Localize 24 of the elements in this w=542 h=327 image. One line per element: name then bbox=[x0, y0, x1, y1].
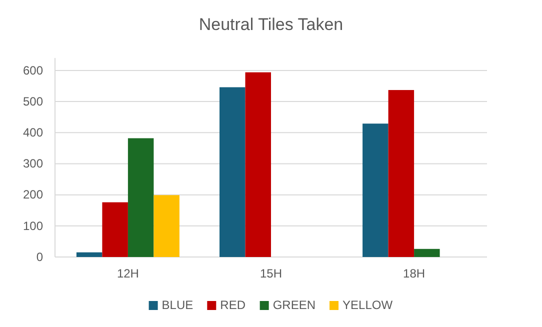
bar bbox=[388, 90, 414, 257]
bar bbox=[128, 138, 154, 257]
legend-label: RED bbox=[220, 298, 246, 312]
legend-label: GREEN bbox=[272, 298, 316, 312]
x-tick-label: 18H bbox=[403, 266, 426, 281]
x-tick-label: 15H bbox=[260, 266, 282, 281]
y-tick-label: 0 bbox=[36, 250, 44, 264]
y-tick-label: 200 bbox=[22, 188, 44, 202]
y-tick-label: 400 bbox=[22, 125, 44, 140]
bar bbox=[220, 87, 246, 257]
bar bbox=[102, 202, 128, 257]
y-tick-label: 300 bbox=[22, 156, 44, 171]
legend-label: BLUE bbox=[162, 298, 194, 312]
chart-title: Neutral Tiles Taken bbox=[198, 15, 344, 34]
bar bbox=[362, 124, 388, 257]
bar bbox=[154, 195, 180, 257]
y-tick-label: 500 bbox=[22, 94, 44, 108]
bar bbox=[414, 248, 440, 257]
y-tick-label: 600 bbox=[22, 63, 44, 78]
bar bbox=[76, 252, 102, 257]
x-tick-label: 12H bbox=[116, 266, 139, 281]
legend-label: YELLOW bbox=[342, 298, 394, 312]
y-tick-label: 100 bbox=[22, 218, 44, 233]
bar bbox=[245, 72, 271, 257]
